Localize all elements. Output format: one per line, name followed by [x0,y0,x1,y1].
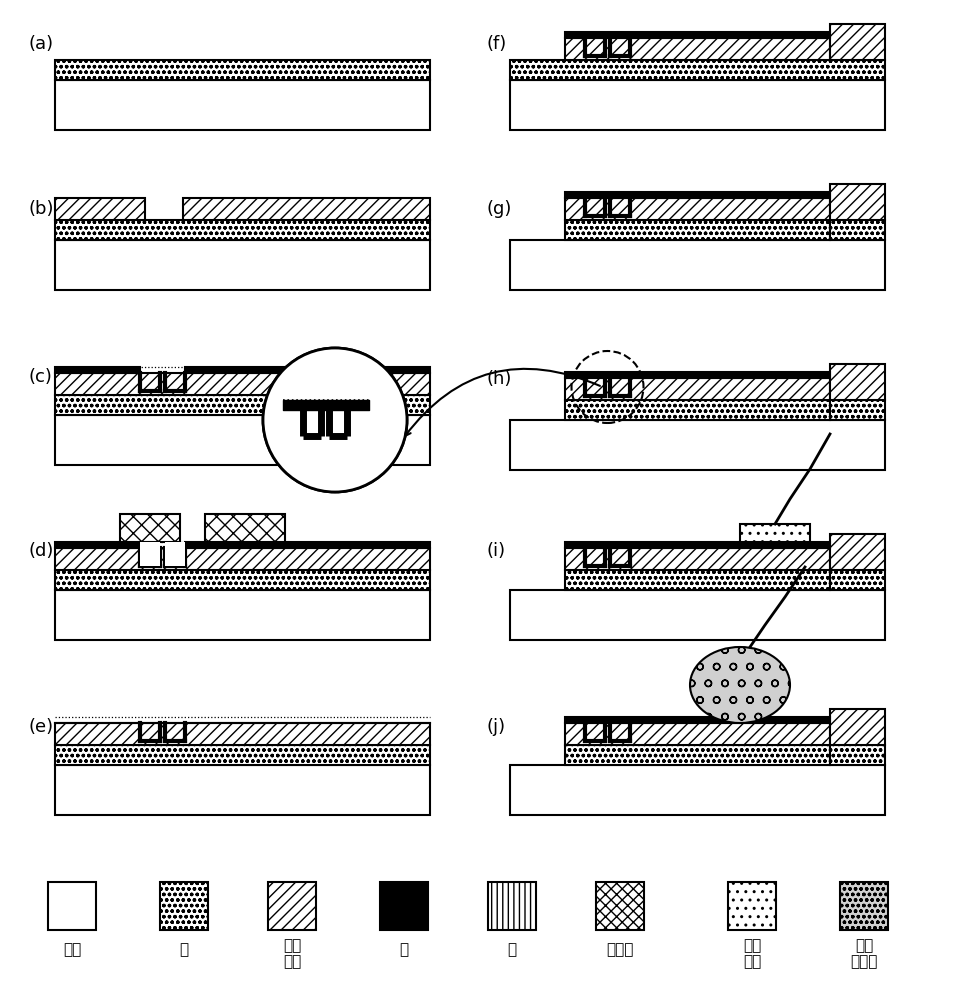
Bar [55,395,430,415]
Bar [565,723,830,745]
Bar [830,745,885,765]
Text: (i): (i) [487,542,506,560]
Text: (c): (c) [28,368,52,386]
Ellipse shape [690,647,790,723]
Bar [140,542,160,566]
Text: (a): (a) [28,35,53,53]
Bar [510,240,885,290]
Bar [830,184,885,220]
Bar [830,570,885,590]
Text: (b): (b) [28,200,54,218]
Bar [510,590,885,640]
Bar [263,348,407,492]
Bar [565,220,830,240]
Bar [740,524,810,542]
Bar [510,765,885,815]
Bar [840,882,888,930]
Text: (e): (e) [28,718,53,736]
Bar [55,198,145,220]
Bar [565,372,830,378]
Circle shape [263,348,407,492]
Bar [728,882,776,930]
Bar [55,80,430,130]
Text: (j): (j) [487,718,506,736]
Bar [205,514,285,542]
Bar [55,220,430,240]
Text: 光刻胶: 光刻胶 [607,942,634,957]
Text: 铝: 铝 [180,942,188,957]
Bar [380,882,428,930]
Text: 银浆: 银浆 [743,954,761,969]
Text: (h): (h) [487,370,513,388]
Bar [55,240,430,290]
Bar [565,570,830,590]
Bar [510,420,885,470]
Bar [830,220,885,240]
Text: 亚胺: 亚胺 [283,954,301,969]
Bar [55,590,430,640]
Bar [268,882,316,930]
Text: 硅片: 硅片 [62,942,82,957]
Bar [165,542,185,566]
Text: 密封胶: 密封胶 [851,954,877,969]
Bar [55,60,430,80]
Bar [55,373,430,395]
Bar [565,378,830,400]
Text: (d): (d) [28,542,54,560]
Bar [488,882,536,930]
Bar [55,723,430,745]
Bar [830,24,885,60]
Bar [55,548,430,570]
Bar [565,542,830,548]
Bar [55,415,430,465]
Bar [55,765,430,815]
Bar [565,548,830,570]
Bar [830,709,885,745]
Bar [565,192,830,198]
Text: 金: 金 [508,942,516,957]
Bar [510,80,885,130]
Text: (g): (g) [487,200,513,218]
Bar [55,570,430,590]
Bar [55,745,430,765]
Bar [830,400,885,420]
Text: 硅酮: 硅酮 [854,938,874,953]
Bar [160,882,208,930]
Bar [183,198,430,220]
Text: 铬: 铬 [399,942,409,957]
Bar [48,882,96,930]
Bar [565,32,830,38]
Bar [55,542,140,548]
Text: (f): (f) [487,35,507,53]
Text: 导电: 导电 [743,938,761,953]
Bar [565,717,830,723]
Bar [565,400,830,420]
Bar [565,198,830,220]
Bar [185,542,430,548]
Bar [55,367,140,373]
Bar [120,514,180,542]
Bar [596,882,644,930]
Bar [830,534,885,570]
Bar [565,745,830,765]
Bar [830,364,885,400]
Bar [510,60,885,80]
Text: 聚酰: 聚酰 [283,938,301,953]
Bar [565,38,830,60]
Bar [185,367,430,373]
